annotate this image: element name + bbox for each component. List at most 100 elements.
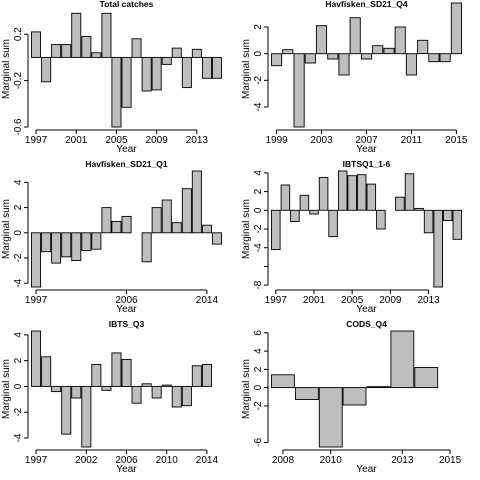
x-axis-label: Year bbox=[116, 464, 137, 475]
bar bbox=[414, 367, 439, 389]
bar bbox=[315, 25, 328, 55]
bar bbox=[201, 224, 212, 234]
bar bbox=[61, 232, 72, 258]
bar bbox=[81, 36, 92, 58]
x-tick-label: 2010 bbox=[156, 455, 179, 466]
bar bbox=[328, 209, 338, 237]
bar bbox=[81, 232, 92, 251]
bar bbox=[81, 385, 92, 448]
y-tick-label: -0.6 bbox=[13, 118, 24, 136]
y-tick-label: 4 bbox=[253, 170, 264, 176]
bar bbox=[428, 53, 440, 63]
bar bbox=[271, 53, 283, 67]
bar bbox=[383, 47, 395, 55]
x-tick-label: 1997 bbox=[25, 295, 48, 306]
bar bbox=[61, 385, 72, 435]
bar bbox=[404, 173, 415, 211]
bar bbox=[290, 209, 300, 222]
bar bbox=[181, 385, 192, 407]
y-axis-label: Marginal sum bbox=[241, 359, 252, 419]
bar bbox=[31, 232, 42, 288]
y-tick-label: -6 bbox=[253, 438, 264, 447]
bar bbox=[201, 56, 212, 79]
y-tick-label: -2 bbox=[13, 407, 24, 416]
x-tick-label: 2007 bbox=[355, 135, 378, 146]
y-tick-label: -2 bbox=[13, 253, 24, 262]
y-axis-label: Marginal sum bbox=[1, 199, 12, 259]
x-tick-label: 2009 bbox=[146, 135, 169, 146]
y-tick-label: 0 bbox=[253, 50, 264, 56]
y-tick-label: -4 bbox=[253, 102, 264, 111]
y-tick-label: 0 bbox=[253, 207, 264, 213]
bar bbox=[191, 365, 202, 387]
bar bbox=[171, 385, 182, 408]
y-tick-label: 4 bbox=[13, 179, 24, 185]
bar bbox=[41, 56, 52, 83]
bar bbox=[376, 209, 386, 230]
bar bbox=[318, 387, 343, 448]
x-axis-label: Year bbox=[356, 304, 377, 315]
bar bbox=[271, 209, 281, 251]
bar bbox=[111, 220, 122, 234]
bar bbox=[41, 232, 52, 253]
bar bbox=[121, 215, 132, 234]
y-tick-label: 0 bbox=[13, 383, 24, 389]
bar bbox=[111, 56, 122, 128]
y-axis-label: Marginal sum bbox=[1, 359, 12, 419]
y-tick-label: -8 bbox=[253, 280, 264, 289]
x-axis-label: Year bbox=[356, 464, 377, 475]
bar bbox=[347, 175, 357, 211]
x-tick-label: 2015 bbox=[439, 455, 462, 466]
x-tick-label: 2006 bbox=[115, 295, 138, 306]
bar bbox=[366, 183, 377, 211]
x-tick-label: 2005 bbox=[341, 295, 364, 306]
y-tick-label: -4 bbox=[13, 433, 24, 442]
bar bbox=[191, 170, 202, 234]
y-tick-label: 2 bbox=[253, 366, 264, 372]
bar bbox=[181, 188, 192, 234]
bar bbox=[191, 48, 202, 58]
x-tick-label: 2010 bbox=[320, 455, 343, 466]
bar bbox=[151, 56, 162, 91]
bar bbox=[151, 207, 162, 234]
y-tick-label: 2 bbox=[253, 188, 264, 194]
bar bbox=[161, 56, 172, 65]
x-tick-label: 1999 bbox=[265, 135, 288, 146]
bar bbox=[414, 207, 424, 211]
bar bbox=[304, 53, 316, 64]
bar bbox=[161, 199, 172, 234]
y-tick-label: -4 bbox=[13, 278, 24, 287]
bar bbox=[131, 385, 142, 404]
bar bbox=[309, 209, 319, 215]
y-tick-label: 6 bbox=[253, 330, 264, 336]
y-tick-label: 4 bbox=[253, 348, 264, 354]
y-tick-label: -2 bbox=[253, 401, 264, 410]
bar bbox=[439, 53, 451, 63]
y-tick-label: -0.2 bbox=[13, 72, 24, 90]
bar bbox=[101, 207, 112, 234]
bar bbox=[390, 330, 415, 389]
x-tick-label: 2014 bbox=[196, 455, 219, 466]
y-tick-label: 2 bbox=[13, 357, 24, 363]
bar bbox=[394, 26, 406, 55]
bar bbox=[91, 52, 102, 58]
chart-title: IBTSQ1_1-6 bbox=[343, 159, 391, 169]
bar bbox=[111, 352, 122, 387]
bar bbox=[433, 209, 443, 288]
bar bbox=[51, 232, 62, 264]
x-tick-label: 2013 bbox=[417, 295, 440, 306]
bar bbox=[294, 387, 319, 400]
x-axis-label: Year bbox=[356, 144, 377, 155]
bar bbox=[121, 358, 132, 387]
bar bbox=[282, 49, 294, 55]
y-tick-label: -2 bbox=[253, 224, 264, 233]
chart-panel: 2 0 -2 -4 1999 2003 2007 2011 2015 Havfisken_SD21… bbox=[241, 0, 468, 155]
x-tick-label: 1997 bbox=[25, 135, 48, 146]
bar bbox=[161, 384, 172, 387]
y-tick-label: -2 bbox=[253, 75, 264, 84]
bar bbox=[280, 184, 291, 211]
x-axis-label: Year bbox=[116, 304, 137, 315]
bar bbox=[349, 17, 361, 55]
x-tick-label: 2001 bbox=[65, 135, 88, 146]
